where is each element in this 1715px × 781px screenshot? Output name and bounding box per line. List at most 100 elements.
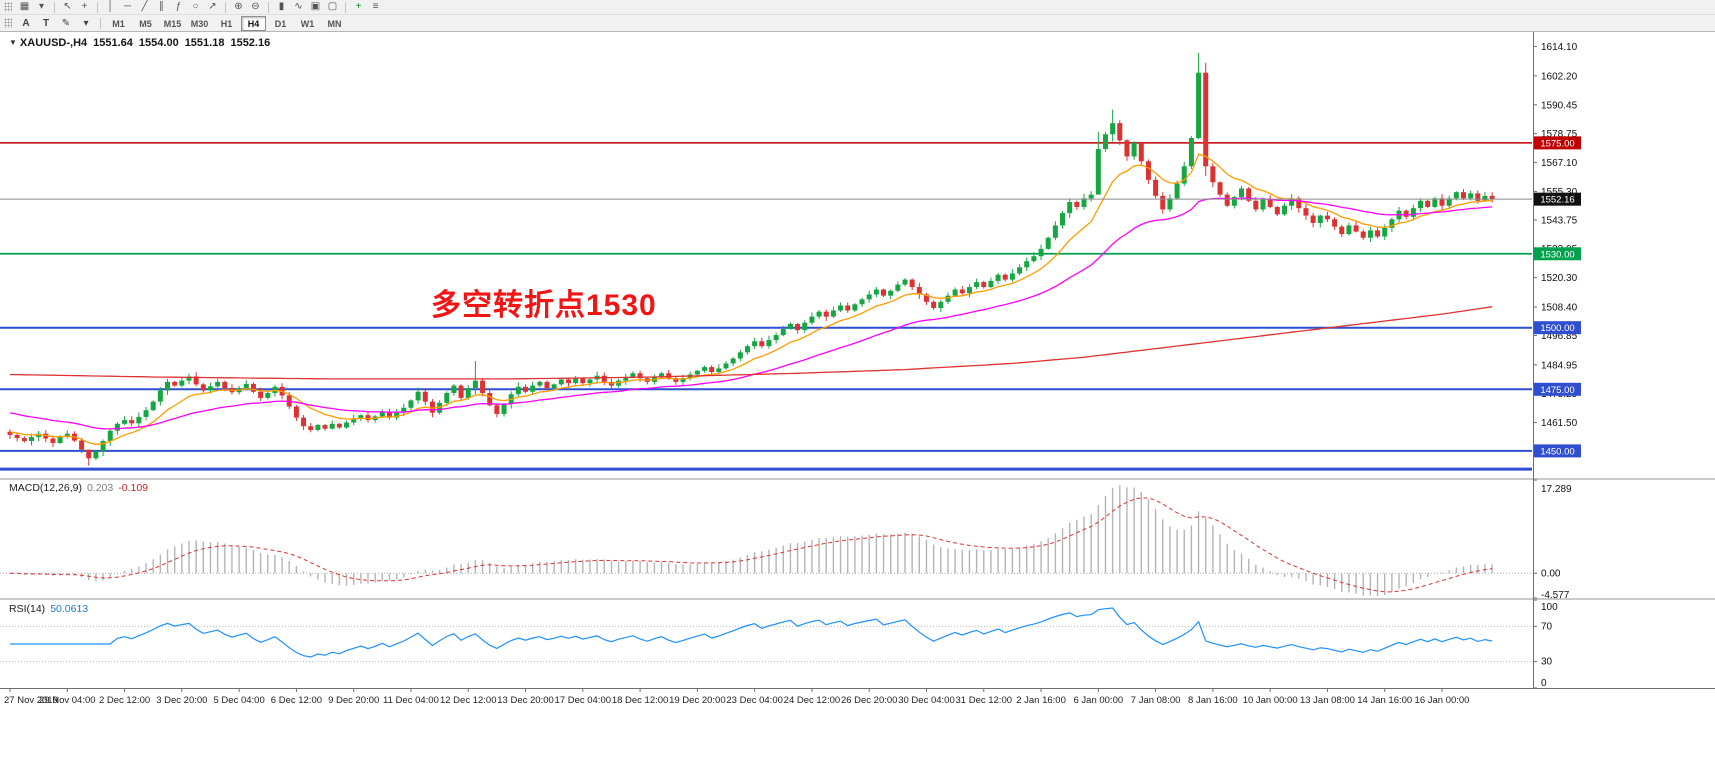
svg-text:26 Dec 20:00: 26 Dec 20:00 [841,695,898,706]
timeframe-button-m30[interactable]: M30 [190,18,209,29]
svg-text:6 Jan 00:00: 6 Jan 00:00 [1073,695,1123,706]
svg-text:1555.30: 1555.30 [1541,187,1578,198]
svg-text:30: 30 [1541,657,1553,668]
svg-text:12 Dec 12:00: 12 Dec 12:00 [440,695,497,706]
svg-text:18 Dec 12:00: 18 Dec 12:00 [612,695,669,706]
timeframe-button-h1[interactable]: H1 [220,18,233,29]
zoom-in-icon[interactable]: ⊕ [234,1,243,12]
new-chart-icon[interactable]: ▦ [19,1,30,12]
ohlc-close: 1552.16 [230,37,271,49]
tile-windows-icon[interactable]: ▣ [310,1,321,12]
svg-text:1520.30: 1520.30 [1541,273,1578,284]
svg-text:2 Jan 16:00: 2 Jan 16:00 [1016,695,1066,706]
svg-text:13 Jan 08:00: 13 Jan 08:00 [1300,695,1355,706]
toolbar-standard-row: ▦ ▾ ↖ + │ ─ ╱ ∥ ƒ ○ ↗ ⊕ ⊖ ▮ ∿ ▣ ▢ + ≡ [0,0,1715,14]
svg-text:23 Dec 04:00: 23 Dec 04:00 [726,695,783,706]
svg-text:9 Dec 20:00: 9 Dec 20:00 [328,695,379,706]
svg-text:1614.10: 1614.10 [1541,42,1578,53]
horizontal-level-lines[interactable] [0,142,1532,471]
toolbar-separator [97,1,98,13]
channel-icon[interactable]: ∥ [159,1,164,12]
crayon-dropdown-icon[interactable]: ▾ [83,17,89,29]
svg-text:1543.75: 1543.75 [1541,215,1578,226]
timeframe-button-d1[interactable]: D1 [274,18,287,29]
fibonacci-icon[interactable]: ƒ [175,1,182,12]
macd-signal-value: -0.109 [118,482,149,494]
svg-text:24 Dec 12:00: 24 Dec 12:00 [784,695,841,706]
svg-text:2 Dec 12:00: 2 Dec 12:00 [99,695,150,706]
crayon-tool[interactable]: ✎ [61,17,71,29]
templates-icon[interactable]: ≡ [372,1,379,12]
arrows-icon[interactable]: ↗ [208,1,217,12]
shapes-icon[interactable]: ○ [192,1,199,12]
cursor-icon[interactable]: ↖ [63,1,72,12]
svg-text:17 Dec 04:00: 17 Dec 04:00 [555,695,612,706]
text-tool[interactable]: T [42,17,50,29]
candlestick-mode-icon[interactable]: ▮ [278,1,285,12]
toolbar-separator [268,1,269,13]
svg-text:1500.00: 1500.00 [1540,323,1574,334]
ohlc-high: 1554.00 [138,37,179,49]
svg-text:1484.95: 1484.95 [1541,360,1578,371]
macd-main-value: 0.203 [86,482,114,494]
svg-text:13 Dec 20:00: 13 Dec 20:00 [497,695,554,706]
svg-text:30 Dec 04:00: 30 Dec 04:00 [898,695,955,706]
timeframe-button-m1[interactable]: M1 [112,18,125,29]
toolbar-separator [54,1,55,13]
panel-separator[interactable] [0,478,1715,600]
arrow-label-tool[interactable]: A [22,17,30,29]
svg-text:31 Dec 12:00: 31 Dec 12:00 [956,695,1013,706]
svg-text:29 Nov 04:00: 29 Nov 04:00 [39,695,96,706]
svg-text:1450.00: 1450.00 [1540,446,1574,457]
svg-text:1496.85: 1496.85 [1541,331,1578,342]
toolbar-separator [100,17,101,29]
svg-text:100: 100 [1541,602,1558,613]
toolbar-separator [345,1,346,13]
svg-text:1475.00: 1475.00 [1540,385,1574,396]
svg-text:27 Nov 2019: 27 Nov 2019 [4,695,58,706]
svg-text:1602.20: 1602.20 [1541,71,1578,82]
indicators-add-icon[interactable]: + [355,1,362,12]
oneclick-trading-arrow-icon[interactable]: ▼ [9,38,17,47]
svg-text:16 Jan 00:00: 16 Jan 00:00 [1415,695,1470,706]
svg-text:7 Jan 08:00: 7 Jan 08:00 [1131,695,1181,706]
ma-slow-line [9,306,1493,380]
rsi-indicator-label: RSI(14) 50.0613 [9,603,93,615]
toolbar-grip [4,18,12,28]
line-chart-icon[interactable]: ∿ [294,1,303,12]
vertical-line-icon[interactable]: │ [107,1,114,12]
svg-text:1578.75: 1578.75 [1541,129,1578,140]
timeframe-button-m5[interactable]: M5 [139,18,152,29]
trendline-icon[interactable]: ╱ [141,1,148,12]
svg-text:-4.577: -4.577 [1541,590,1570,601]
symbol-info: ▼ XAUUSD-,H4 1551.64 1554.00 1551.18 1552.16 [9,37,276,49]
cascade-windows-icon[interactable]: ▢ [327,1,338,12]
timeframe-button-h4[interactable]: H4 [241,15,266,31]
horizontal-line-icon[interactable]: ─ [123,1,132,12]
rsi-panel [0,607,1532,663]
svg-text:8 Jan 16:00: 8 Jan 16:00 [1188,695,1238,706]
chart-profiles-icon[interactable]: ▾ [38,1,45,12]
zoom-out-icon[interactable]: ⊖ [251,1,260,12]
macd-name: MACD(12,26,9) [9,482,82,494]
svg-text:10 Jan 00:00: 10 Jan 00:00 [1243,695,1298,706]
toolbar: ▦ ▾ ↖ + │ ─ ╱ ∥ ƒ ○ ↗ ⊕ ⊖ ▮ ∿ ▣ ▢ + ≡ A T ✎ ▾ M1 M5 M15 M30 H1 H4 D1… [0,0,1715,32]
symbol-title: XAUUSD-,H4 [19,37,88,49]
chart-annotation-text[interactable]: 多空转折点1530 [431,289,657,322]
svg-text:1508.40: 1508.40 [1541,302,1578,313]
ma-fast-line [9,153,1493,445]
svg-text:1567.10: 1567.10 [1541,158,1578,169]
svg-text:0.00: 0.00 [1541,568,1561,579]
price-axis[interactable]: 1614.10 1602.20 1590.45 1578.75 1567.10 1555.… [1533,32,1581,689]
timeframe-button-w1[interactable]: W1 [300,18,315,29]
toolbar-separator [225,1,226,13]
svg-text:1461.50: 1461.50 [1541,418,1578,429]
timeframe-button-mn[interactable]: MN [327,18,342,29]
chart-canvas[interactable]: 1614.10 1602.20 1590.45 1578.75 1567.10 1555.… [0,32,1715,714]
crosshair-icon[interactable]: + [81,1,88,12]
svg-text:1552.16: 1552.16 [1540,195,1574,206]
svg-text:11 Dec 04:00: 11 Dec 04:00 [383,695,439,706]
svg-text:1590.45: 1590.45 [1541,100,1578,111]
timeframe-button-m15[interactable]: M15 [163,18,182,29]
